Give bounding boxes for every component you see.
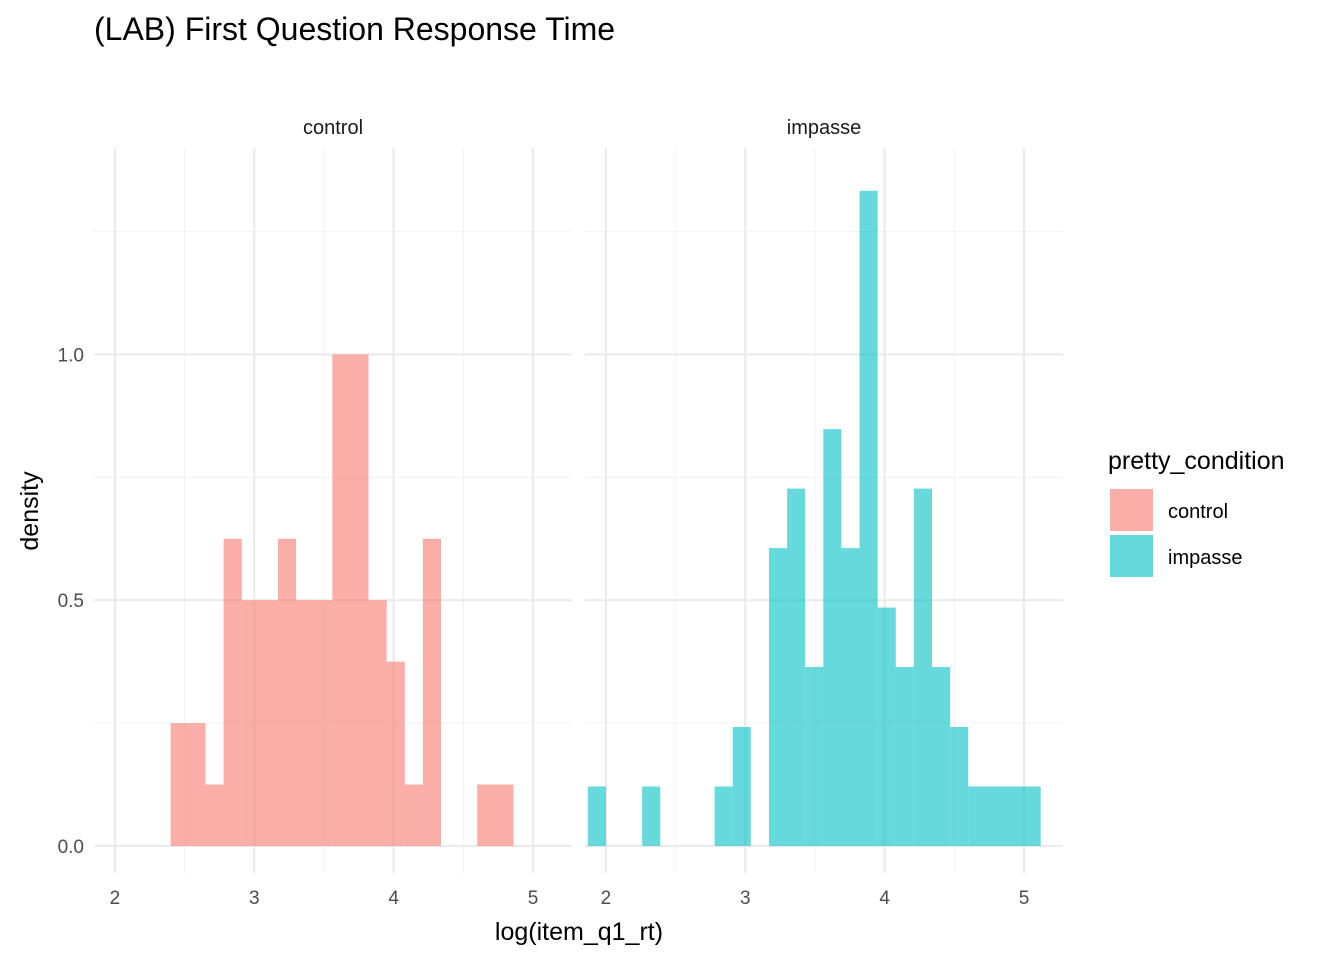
histogram-bar <box>587 786 606 846</box>
histogram-bar <box>805 667 824 846</box>
histogram-bar <box>823 429 842 846</box>
y-tick-label: 1.0 <box>58 345 84 366</box>
legend-label-control: control <box>1168 501 1228 523</box>
facet-panels: control 2 3 4 5 impasse 2 3 4 5 <box>94 117 1063 909</box>
histogram-bar <box>241 600 278 846</box>
histogram-bar <box>368 600 387 846</box>
histogram-bar <box>477 784 514 846</box>
x-tick-label: 3 <box>249 888 260 909</box>
histogram-bar <box>787 488 806 846</box>
histogram-bar <box>332 354 369 846</box>
y-tick-label: 0.0 <box>58 837 84 858</box>
panel-impasse: impasse 2 3 4 5 <box>585 117 1063 909</box>
histogram-bar <box>714 786 733 846</box>
legend: pretty_condition control impasse <box>1108 447 1285 577</box>
histogram-bar <box>877 607 896 846</box>
x-tick-label: 4 <box>388 888 399 909</box>
legend-key-control <box>1110 489 1153 531</box>
histogram-bar <box>732 727 751 846</box>
x-tick-label: 2 <box>110 888 121 909</box>
facet-strip-label: control <box>303 117 363 139</box>
y-axis-title: density <box>16 471 44 551</box>
y-tick-label: 0.5 <box>58 591 84 612</box>
chart-title: (LAB) First Question Response Time <box>94 11 615 47</box>
histogram-bar <box>223 538 242 846</box>
panel-control: control 2 3 4 5 <box>94 117 572 909</box>
facet-strip-label: impasse <box>787 117 861 139</box>
histogram-bar <box>205 784 224 846</box>
histogram-bar <box>841 548 860 846</box>
histogram-bar <box>968 786 1041 846</box>
x-tick-label: 2 <box>601 888 612 909</box>
histogram-bar <box>422 538 442 846</box>
x-axis-title: log(item_q1_rt) <box>495 918 663 946</box>
legend-label-impasse: impasse <box>1168 547 1242 569</box>
histogram-bar <box>296 600 333 846</box>
x-tick-label: 5 <box>528 888 539 909</box>
histogram-bar <box>277 538 297 846</box>
legend-key-impasse <box>1110 535 1153 577</box>
histogram-bar <box>170 723 206 846</box>
histogram-bar <box>895 667 914 846</box>
histogram-bar <box>386 661 405 846</box>
histogram-bar <box>950 727 969 846</box>
histogram-bar <box>404 784 423 846</box>
histogram-bar <box>932 667 951 846</box>
x-tick-label: 3 <box>740 888 751 909</box>
x-tick-label: 4 <box>879 888 890 909</box>
histogram-bar <box>859 190 878 846</box>
histogram-bar <box>642 786 661 846</box>
x-tick-label: 5 <box>1019 888 1030 909</box>
y-axis-ticks: 0.0 0.5 1.0 <box>58 345 84 858</box>
histogram-bar <box>768 548 788 846</box>
histogram-bar <box>913 488 933 846</box>
legend-title: pretty_condition <box>1108 447 1285 475</box>
